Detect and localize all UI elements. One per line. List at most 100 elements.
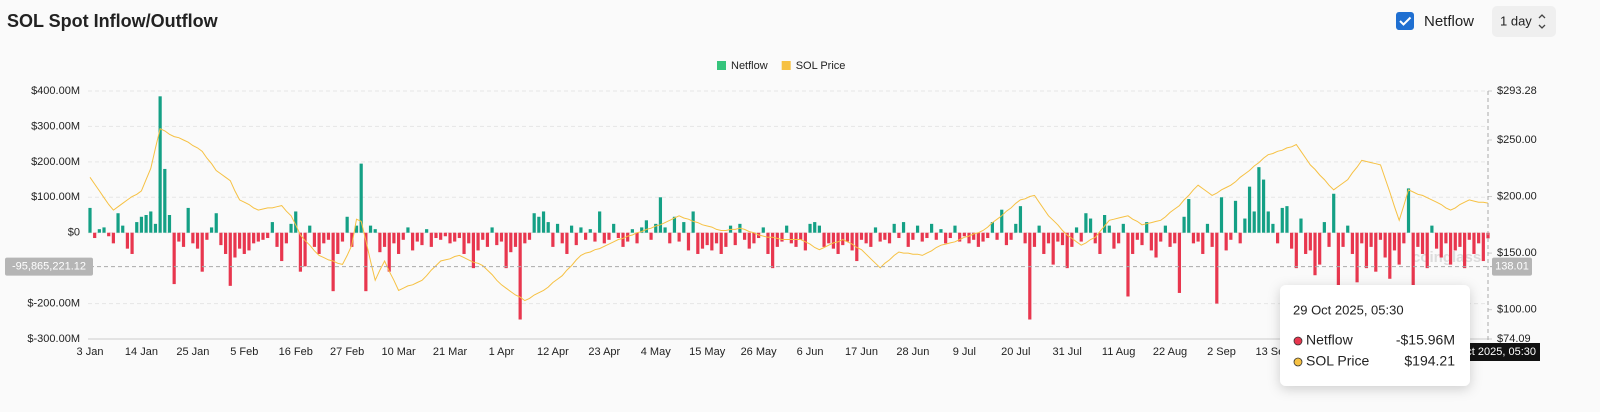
bar bbox=[1210, 232, 1214, 247]
bar bbox=[644, 220, 648, 233]
bar bbox=[883, 232, 887, 240]
bar bbox=[1261, 179, 1266, 233]
crosshair-y-box bbox=[5, 257, 93, 276]
bar bbox=[1486, 232, 1490, 239]
bar bbox=[411, 232, 415, 251]
legend-swatch bbox=[717, 61, 726, 70]
bar bbox=[1271, 223, 1275, 233]
bar bbox=[326, 232, 331, 240]
bar bbox=[247, 232, 251, 251]
bar bbox=[663, 227, 667, 233]
bar bbox=[892, 223, 896, 233]
bar bbox=[209, 227, 214, 233]
bar bbox=[1088, 218, 1093, 233]
bar bbox=[990, 222, 994, 233]
checkbox[interactable] bbox=[1396, 12, 1414, 30]
bar bbox=[1247, 186, 1252, 233]
bar bbox=[439, 232, 443, 240]
tooltip: 29 Oct 2025, 05:30 Netflow -$15.96M SOL Pri… bbox=[1280, 285, 1470, 386]
bar bbox=[878, 232, 882, 242]
bar bbox=[1215, 232, 1219, 304]
bar bbox=[841, 232, 845, 246]
bar bbox=[443, 232, 447, 237]
bar bbox=[1402, 232, 1406, 244]
bar bbox=[705, 232, 709, 246]
bar bbox=[584, 232, 588, 240]
tooltip-name: Netflow bbox=[1306, 332, 1354, 348]
interval-select[interactable]: 1 day bbox=[1492, 6, 1556, 37]
bar bbox=[1383, 232, 1387, 258]
bar bbox=[228, 232, 232, 286]
bar bbox=[364, 232, 368, 292]
tooltip-box bbox=[1280, 285, 1470, 386]
bar bbox=[167, 215, 172, 233]
bar bbox=[261, 232, 265, 240]
bar bbox=[771, 232, 775, 269]
bar bbox=[649, 232, 653, 240]
bar bbox=[1472, 232, 1476, 254]
bar bbox=[1205, 223, 1210, 233]
x-tick-label: 5 Feb bbox=[230, 346, 258, 358]
bar bbox=[602, 232, 606, 244]
bar bbox=[495, 232, 499, 246]
select-box[interactable] bbox=[1492, 6, 1556, 37]
bar bbox=[392, 232, 396, 244]
y2-tick-label: $293.28 bbox=[1497, 85, 1537, 97]
bar bbox=[1444, 232, 1448, 244]
bar bbox=[1304, 232, 1308, 254]
bar bbox=[270, 222, 274, 233]
bar bbox=[387, 232, 391, 272]
y-tick-label: $200.00M bbox=[31, 156, 80, 168]
bar bbox=[813, 222, 817, 233]
bar bbox=[925, 232, 929, 239]
bar bbox=[467, 232, 471, 244]
bar bbox=[1280, 207, 1284, 233]
bar bbox=[569, 225, 574, 233]
bar bbox=[1023, 232, 1027, 244]
bar bbox=[775, 232, 779, 247]
bar bbox=[111, 232, 115, 244]
bar bbox=[986, 232, 990, 239]
bar bbox=[640, 227, 644, 233]
bar bbox=[1294, 232, 1298, 269]
bar bbox=[962, 232, 966, 237]
bar bbox=[551, 232, 555, 247]
bar bbox=[308, 225, 312, 233]
bar bbox=[958, 232, 962, 242]
bar bbox=[130, 232, 134, 254]
bar bbox=[102, 227, 106, 233]
x-tick-label: 12 Apr bbox=[537, 346, 569, 358]
bar bbox=[836, 232, 840, 254]
netflow-toggle[interactable]: Netflow bbox=[1396, 12, 1474, 30]
price-line bbox=[89, 127, 1489, 302]
bar bbox=[1046, 232, 1051, 244]
bar bbox=[149, 211, 153, 233]
bar bbox=[658, 197, 663, 233]
bar bbox=[560, 232, 564, 244]
x-tick-label: 23 Apr bbox=[588, 346, 620, 358]
bar bbox=[635, 232, 639, 244]
bar bbox=[733, 232, 737, 246]
bar bbox=[177, 232, 181, 242]
bar bbox=[555, 223, 560, 233]
bar bbox=[1318, 232, 1322, 265]
bar bbox=[396, 232, 401, 254]
x-tick-label: 20 Jul bbox=[1001, 346, 1030, 358]
bar bbox=[312, 232, 317, 247]
bar bbox=[425, 229, 429, 233]
legend-label: Netflow bbox=[731, 60, 768, 72]
bar bbox=[1467, 232, 1471, 240]
bar bbox=[1346, 225, 1350, 233]
bar bbox=[214, 213, 218, 233]
bar bbox=[766, 232, 770, 254]
tooltip-dot bbox=[1293, 336, 1303, 346]
bar bbox=[677, 232, 681, 242]
bar bbox=[107, 232, 111, 237]
bar bbox=[181, 232, 186, 247]
y-tick-label: $300.00M bbox=[31, 120, 80, 132]
bar bbox=[967, 232, 971, 244]
bar bbox=[1042, 232, 1046, 254]
bar bbox=[972, 232, 976, 240]
bar bbox=[668, 232, 672, 244]
